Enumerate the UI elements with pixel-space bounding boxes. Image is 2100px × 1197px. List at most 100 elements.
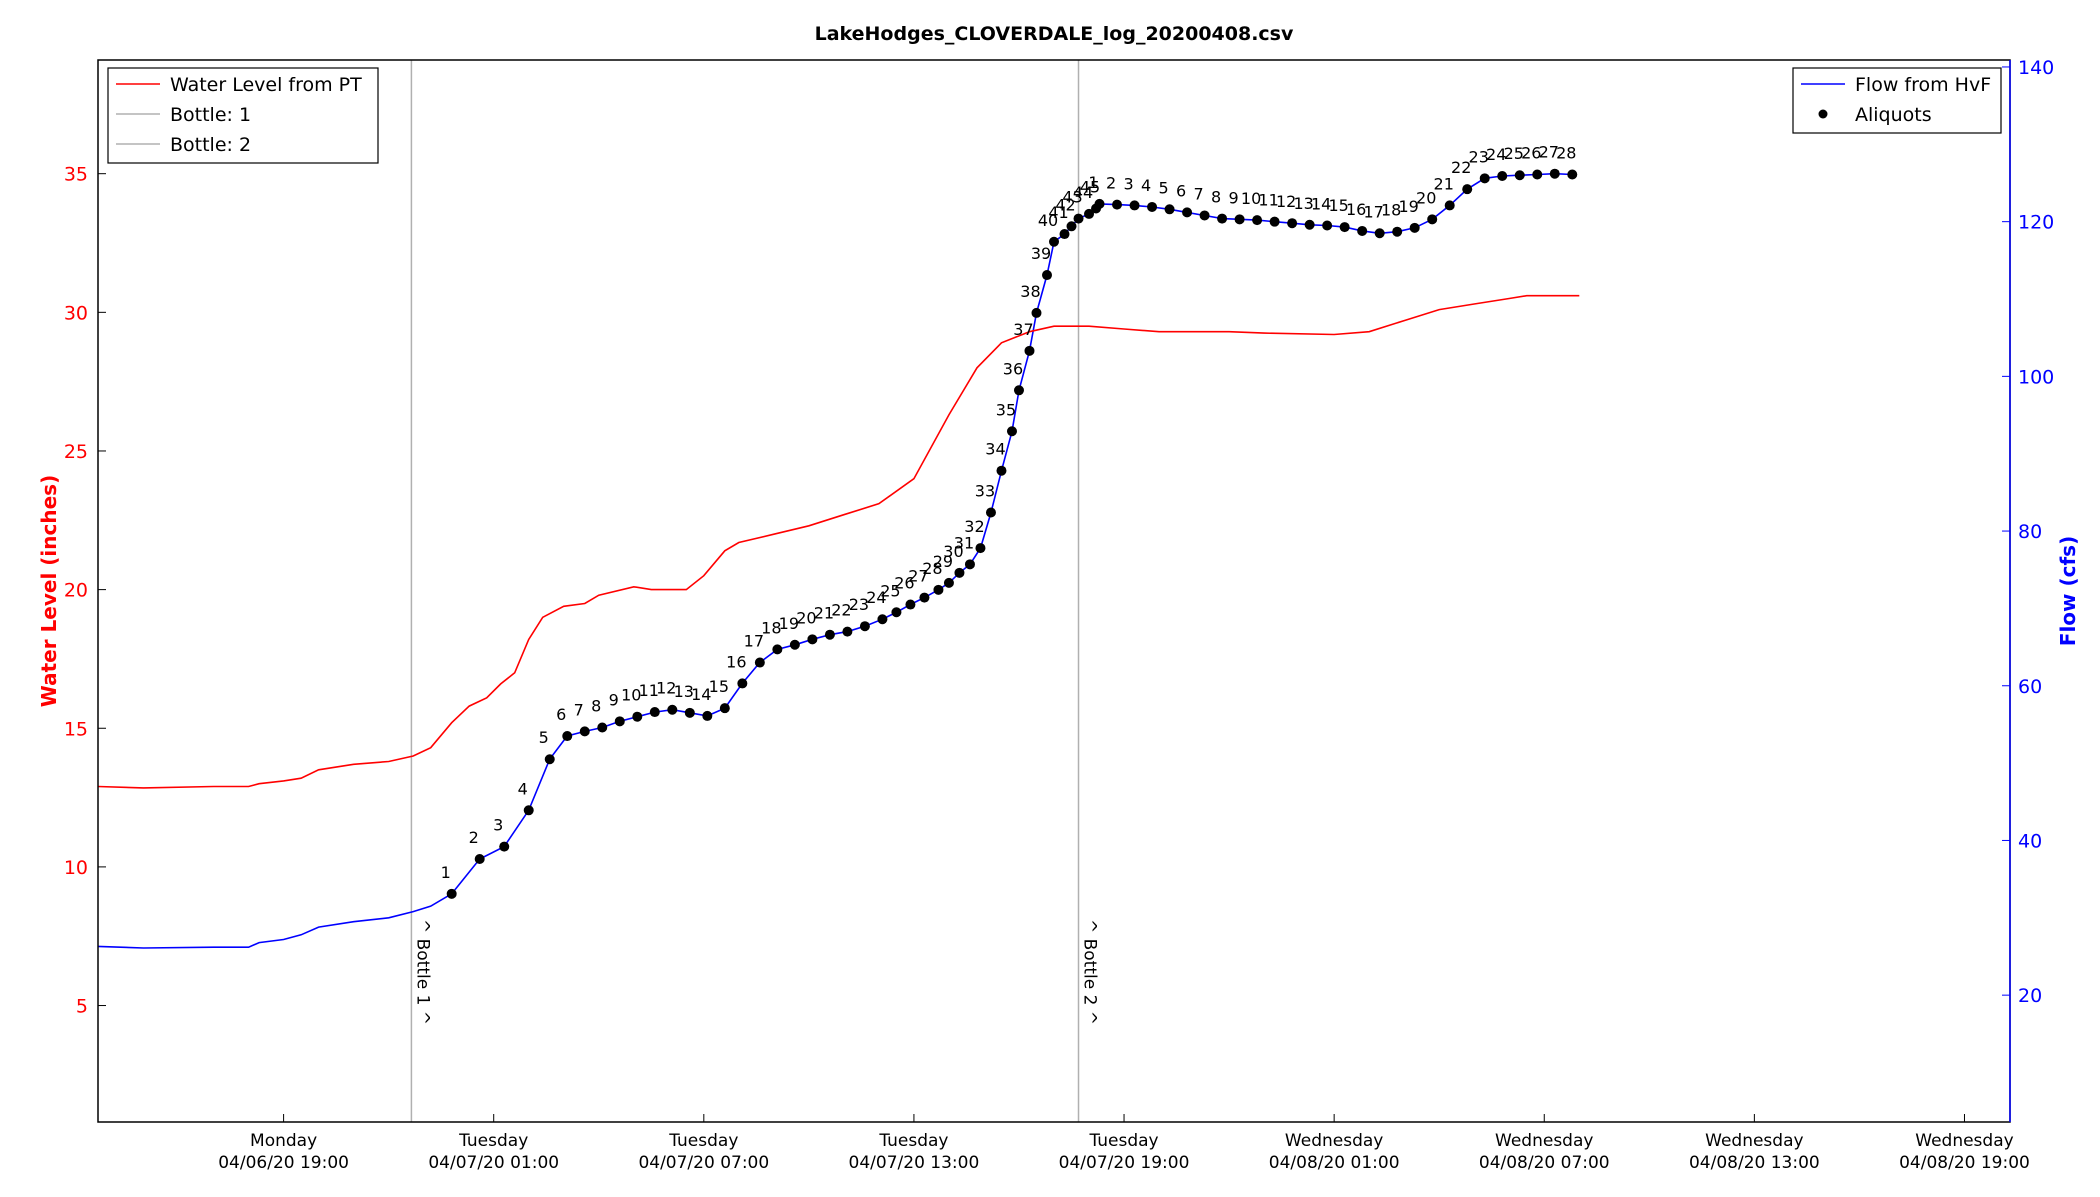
- aliquot-label-b2-25: 25: [1504, 144, 1524, 163]
- aliquot-label-b2-23: 23: [1469, 147, 1489, 166]
- xtick-day-label-5: Wednesday: [1285, 1131, 1383, 1151]
- aliquot-label-b2-17: 17: [1363, 202, 1383, 221]
- ytick-left-label-20: 20: [64, 580, 88, 602]
- aliquot-point-b2-20: [1427, 214, 1438, 225]
- aliquot-point-b2-10: [1252, 215, 1263, 226]
- aliquot-point-b1-6: [562, 731, 573, 742]
- legend-left-label-2: Bottle: 2: [170, 134, 251, 156]
- aliquot-label-b1-11: 11: [639, 681, 659, 700]
- aliquot-point-b1-24: [877, 614, 888, 625]
- aliquot-point-b1-35: [1006, 426, 1017, 437]
- aliquot-label-b1-18: 18: [761, 618, 781, 637]
- ytick-left-label-30: 30: [64, 302, 88, 324]
- aliquot-label-b1-5: 5: [539, 728, 549, 747]
- aliquot-point-b1-27: [919, 592, 930, 603]
- aliquot-label-b1-3: 3: [493, 816, 503, 835]
- aliquot-label-b1-10: 10: [621, 686, 641, 705]
- xtick-date-label-1: 04/07/20 01:00: [428, 1153, 559, 1173]
- aliquot-point-b1-18: [772, 644, 783, 655]
- xtick-day-label-0: Monday: [250, 1131, 317, 1151]
- aliquot-point-b2-13: [1304, 219, 1315, 230]
- aliquot-point-b2-6: [1182, 207, 1193, 218]
- aliquot-label-b2-7: 7: [1193, 184, 1203, 203]
- aliquot-point-b1-32: [975, 543, 986, 554]
- aliquot-label-b2-22: 22: [1451, 158, 1471, 177]
- aliquot-label-b2-19: 19: [1399, 197, 1419, 216]
- xtick-date-label-0: 04/06/20 19:00: [218, 1153, 349, 1173]
- xtick-day-label-6: Wednesday: [1495, 1131, 1593, 1151]
- aliquot-label-b1-40: 40: [1038, 211, 1058, 230]
- aliquot-point-b2-26: [1532, 169, 1543, 180]
- ytick-left-label-35: 35: [64, 164, 88, 186]
- aliquot-label-b1-32: 32: [964, 517, 984, 536]
- ytick-left-label-10: 10: [64, 857, 88, 879]
- aliquot-point-b2-17: [1374, 228, 1385, 239]
- aliquot-point-b1-39: [1041, 270, 1052, 281]
- ytick-right-label-100: 100: [2018, 366, 2054, 388]
- aliquot-label-b2-12: 12: [1276, 192, 1296, 211]
- aliquot-point-b2-5: [1164, 204, 1175, 215]
- xtick-date-label-4: 04/07/20 19:00: [1059, 1153, 1190, 1173]
- aliquot-point-b1-31: [964, 559, 975, 570]
- xtick-day-label-3: Tuesday: [878, 1131, 948, 1151]
- aliquot-point-b1-3: [499, 841, 510, 852]
- legend-left-label-0: Water Level from PT: [170, 74, 362, 96]
- legend-right-label-0: Flow from HvF: [1855, 74, 1991, 96]
- aliquot-label-b2-28: 28: [1556, 143, 1576, 162]
- aliquot-label-b1-25: 25: [880, 581, 900, 600]
- aliquot-point-b2-24: [1497, 171, 1508, 182]
- aliquot-point-b2-19: [1409, 222, 1420, 233]
- xtick-date-label-8: 04/08/20 19:00: [1899, 1153, 2030, 1173]
- aliquot-point-b1-13: [684, 707, 695, 718]
- xtick-day-label-8: Wednesday: [1915, 1131, 2013, 1151]
- aliquot-point-b1-2: [474, 854, 485, 865]
- aliquot-point-b1-21: [824, 629, 835, 640]
- aliquot-label-b1-38: 38: [1020, 282, 1040, 301]
- aliquot-point-b2-22: [1462, 184, 1473, 195]
- aliquot-point-b1-9: [614, 716, 625, 727]
- aliquot-label-b1-6: 6: [556, 705, 566, 724]
- aliquot-point-b1-8: [597, 722, 608, 733]
- aliquot-label-b2-6: 6: [1176, 181, 1186, 200]
- legend-left: Water Level from PT Bottle: 1 Bottle: 2: [107, 67, 379, 164]
- aliquot-point-b1-40: [1049, 236, 1059, 247]
- aliquot-point-b1-34: [996, 465, 1007, 476]
- aliquot-point-b1-33: [985, 507, 996, 518]
- aliquot-label-b1-16: 16: [726, 652, 746, 671]
- aliquot-point-b2-15: [1339, 222, 1350, 233]
- aliquot-point-b2-21: [1444, 200, 1455, 211]
- aliquot-label-b2-8: 8: [1211, 188, 1221, 207]
- xtick-date-label-6: 04/08/20 07:00: [1479, 1153, 1610, 1173]
- legend-right-label-1: Aliquots: [1855, 104, 1932, 126]
- legend-left-label-1: Bottle: 1: [170, 104, 251, 126]
- aliquot-label-b1-41: 41: [1048, 203, 1068, 222]
- aliquot-point-b1-30: [954, 567, 965, 578]
- ytick-left-label-5: 5: [76, 996, 88, 1018]
- aliquot-point-b1-11: [649, 707, 660, 718]
- aliquot-label-b1-17: 17: [744, 632, 764, 651]
- aliquot-point-b2-1: [1094, 198, 1105, 209]
- aliquot-label-b2-9: 9: [1229, 188, 1239, 207]
- aliquot-label-b1-23: 23: [849, 595, 869, 614]
- aliquot-label-b1-22: 22: [831, 601, 851, 620]
- aliquot-label-b2-27: 27: [1539, 143, 1559, 162]
- bottle-marker-label-2: ^ Bottle 2 ^: [1080, 919, 1100, 1025]
- y-axis-left-title: Water Level (inches): [37, 475, 61, 707]
- aliquot-point-b1-44: [1084, 208, 1095, 219]
- aliquot-label-b1-20: 20: [796, 608, 816, 627]
- aliquot-point-b1-38: [1031, 307, 1042, 318]
- legend-right: Flow from HvF Aliquots: [1792, 67, 2002, 134]
- aliquot-point-b2-11: [1269, 216, 1280, 227]
- chart-title: LakeHodges_CLOVERDALE_log_20200408.csv: [815, 23, 1294, 45]
- aliquot-label-b1-24: 24: [866, 588, 886, 607]
- aliquot-point-b1-23: [859, 621, 870, 632]
- aliquot-label-b2-14: 14: [1311, 195, 1331, 214]
- aliquot-label-b1-31: 31: [954, 533, 974, 552]
- aliquot-point-b1-25: [891, 607, 902, 618]
- aliquot-label-b2-20: 20: [1416, 188, 1436, 207]
- aliquot-label-b1-37: 37: [1013, 320, 1033, 339]
- aliquot-point-b2-3: [1129, 200, 1140, 211]
- aliquot-point-b1-10: [632, 711, 643, 722]
- ytick-left-label-15: 15: [64, 718, 88, 740]
